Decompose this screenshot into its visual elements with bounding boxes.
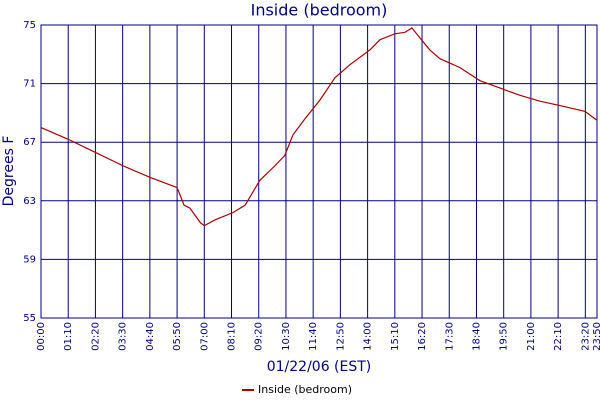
y-tick-label: 71 <box>23 79 36 90</box>
x-tick-label: 05:50 <box>172 322 183 351</box>
x-tick-label: 23:20 <box>580 322 591 351</box>
x-tick-label: 01:10 <box>63 322 74 351</box>
x-tick-label: 17:30 <box>444 322 455 351</box>
x-axis-label: 01/22/06 (EST) <box>267 359 372 375</box>
x-tick-label: 08:10 <box>227 322 238 351</box>
y-tick-label: 59 <box>23 254 36 265</box>
x-tick-label: 18:40 <box>471 322 482 351</box>
x-tick-label: 04:40 <box>145 322 156 351</box>
x-tick-label: 22:10 <box>553 322 564 351</box>
data-line <box>40 27 598 227</box>
y-tick-label: 63 <box>23 196 36 207</box>
x-tick-label: 03:30 <box>118 322 129 351</box>
chart-title: Inside (bedroom) <box>251 1 388 20</box>
x-tick-label: 02:20 <box>90 322 101 351</box>
x-tick-label: 12:50 <box>335 322 346 351</box>
legend-label: Inside (bedroom) <box>258 383 352 396</box>
plot-area <box>40 24 598 319</box>
x-tick-label: 10:30 <box>281 322 292 351</box>
x-tick-label: 19:50 <box>499 322 510 351</box>
y-axis-label: Degrees F <box>1 136 17 207</box>
y-tick-label: 55 <box>23 313 36 324</box>
x-tick-label: 00:00 <box>36 322 47 351</box>
x-tick-label: 14:00 <box>363 322 374 351</box>
y-tick-label: 67 <box>23 137 36 148</box>
x-tick-label: 23:50 <box>592 322 600 351</box>
x-tick-label: 07:00 <box>199 322 210 351</box>
x-tick-label: 15:10 <box>390 322 401 351</box>
x-tick-label: 09:20 <box>254 322 265 351</box>
y-tick-label: 75 <box>23 20 36 31</box>
x-tick-label: 21:00 <box>526 322 537 351</box>
x-tick-label: 11:40 <box>308 322 319 351</box>
x-tick-label: 16:20 <box>417 322 428 351</box>
